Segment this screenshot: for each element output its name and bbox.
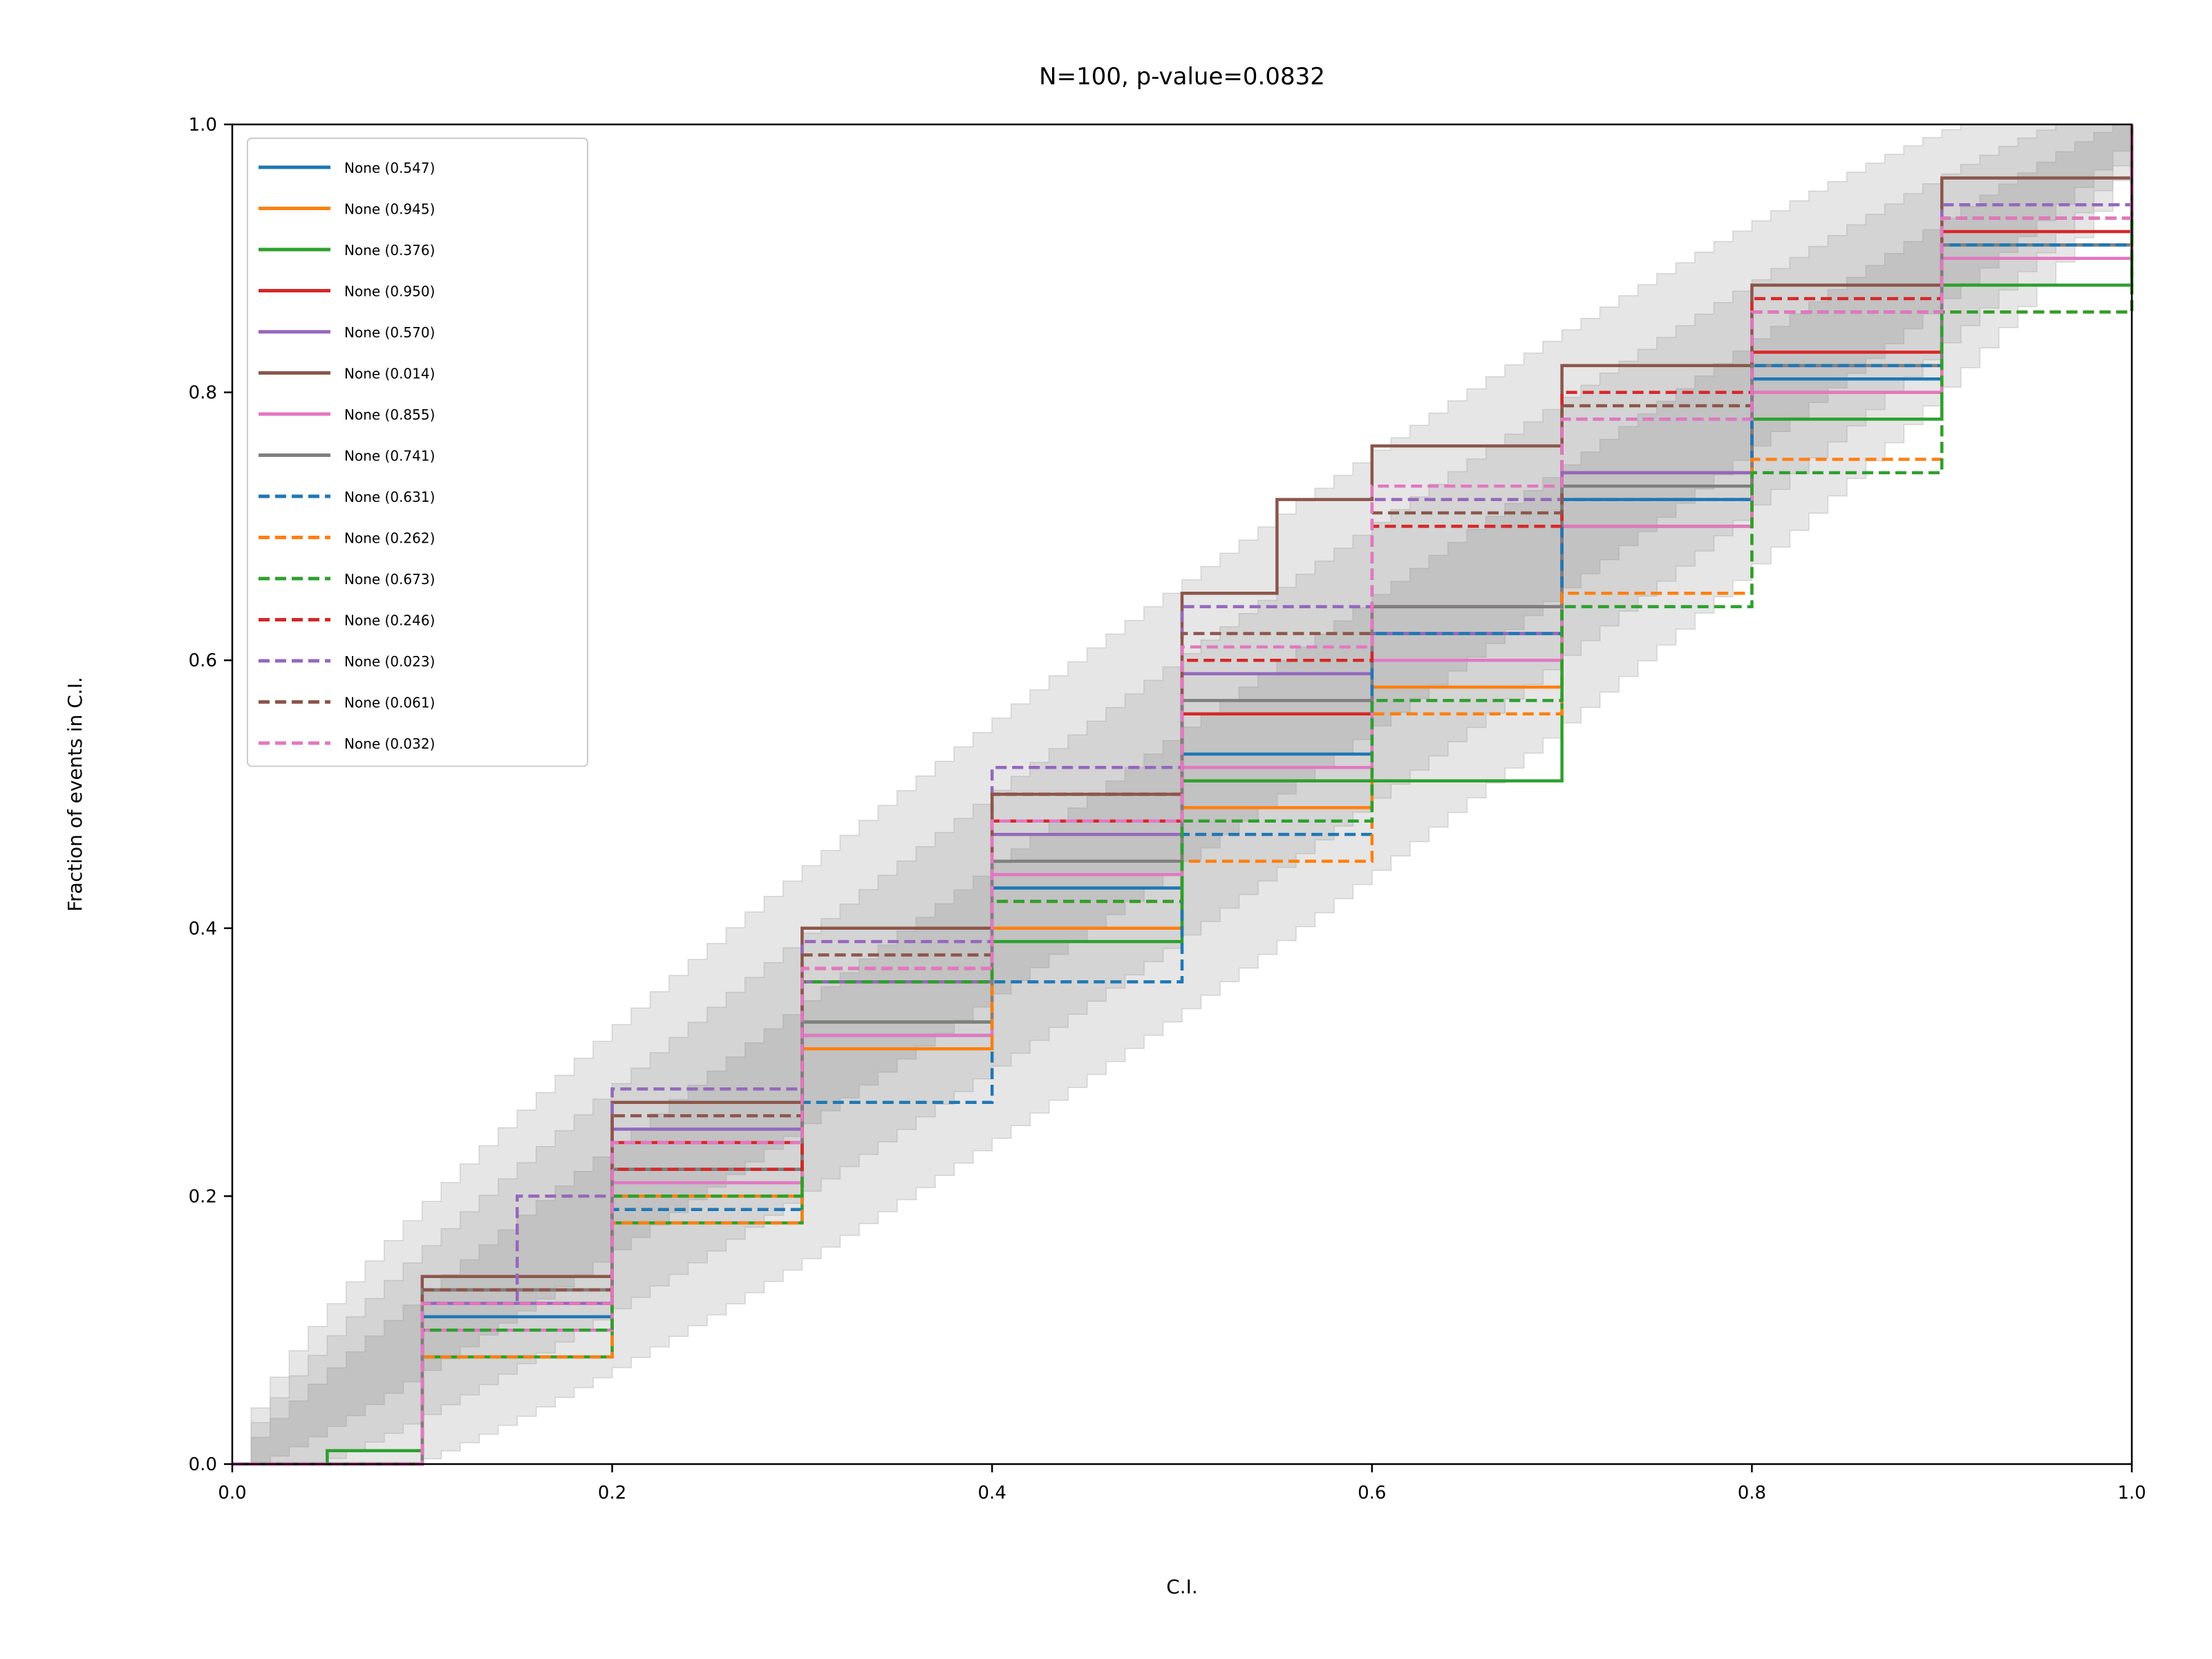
legend-label: None (0.023) xyxy=(344,653,435,670)
y-tick-label: 0.0 xyxy=(189,1454,217,1475)
x-ticks: 0.0 0.2 0.4 0.6 0.8 1.0 xyxy=(218,1464,2146,1503)
y-tick-label: 1.0 xyxy=(189,115,217,135)
legend-label: None (0.032) xyxy=(344,735,435,752)
series-line-14 xyxy=(232,124,2134,1466)
x-tick-label: 0.0 xyxy=(218,1483,246,1503)
y-tick-label: 0.6 xyxy=(189,650,217,671)
y-tick-label: 0.8 xyxy=(189,383,217,404)
legend-label: None (0.014) xyxy=(344,366,435,382)
y-tick-label: 0.2 xyxy=(189,1186,217,1207)
series-line-15 xyxy=(232,124,2134,1466)
x-axis-label: C.I. xyxy=(1166,1575,1198,1598)
series-lines xyxy=(232,124,2134,1466)
legend-label: None (0.246) xyxy=(344,612,435,629)
x-tick-label: 1.0 xyxy=(2117,1483,2146,1503)
x-tick-label: 0.6 xyxy=(1358,1483,1386,1503)
legend-label: None (0.945) xyxy=(344,201,435,218)
x-tick-label: 0.8 xyxy=(1738,1483,1766,1503)
legend-label: None (0.950) xyxy=(344,283,435,300)
y-axis-label: Fraction of events in C.I. xyxy=(64,677,86,912)
chart-title: N=100, p-value=0.0832 xyxy=(1039,63,1325,91)
legend-label: None (0.547) xyxy=(344,160,435,176)
legend-label: None (0.741) xyxy=(344,448,435,465)
legend-label: None (0.855) xyxy=(344,406,435,423)
y-ticks: 0.0 0.2 0.4 0.6 0.8 1.0 xyxy=(189,115,232,1475)
y-tick-label: 0.4 xyxy=(189,919,217,939)
legend-label: None (0.376) xyxy=(344,242,435,259)
plot-frame xyxy=(231,123,2133,1465)
legend-label: None (0.061) xyxy=(344,695,435,711)
legend-label: None (0.262) xyxy=(344,530,435,547)
legend-label: None (0.570) xyxy=(344,324,435,341)
legend: None (0.547) None (0.945) None (0.376) None… xyxy=(247,138,588,767)
legend-box xyxy=(247,138,588,767)
legend-label: None (0.673) xyxy=(344,571,435,588)
x-tick-label: 0.2 xyxy=(598,1483,626,1503)
legend-label: None (0.631) xyxy=(344,489,435,505)
x-tick-label: 0.4 xyxy=(978,1483,1006,1503)
